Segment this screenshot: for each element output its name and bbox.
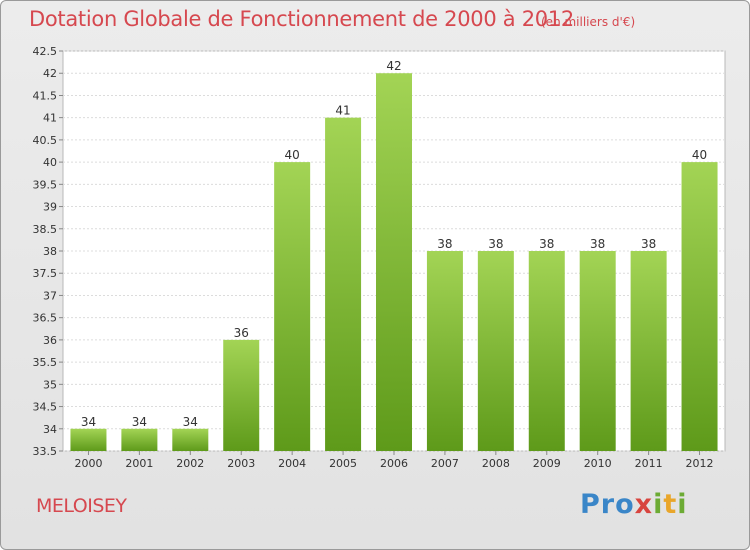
bar <box>528 251 565 451</box>
y-tick-label: 35 <box>43 378 57 391</box>
x-tick-label: 2010 <box>584 457 612 470</box>
bar-value-label: 34 <box>183 415 198 429</box>
commune-name: MELOISEY <box>36 495 127 517</box>
logo-part: x <box>634 489 654 520</box>
y-tick-label: 41.5 <box>33 89 58 102</box>
logo-part: t <box>663 489 678 520</box>
bar <box>376 73 412 451</box>
bar <box>325 117 362 452</box>
x-tick-label: 2012 <box>686 457 714 470</box>
proxiti-logo: Proxiti <box>580 489 688 520</box>
bar <box>172 428 209 451</box>
bar-value-label: 38 <box>488 237 503 251</box>
bar <box>477 251 514 451</box>
bars: 34 34 34 36 40 41 42 38 38 38 38 38 40 <box>70 59 718 452</box>
y-tick-label: 36.5 <box>33 312 58 325</box>
bar-value-label: 40 <box>692 148 707 162</box>
bar <box>579 251 616 451</box>
y-tick-label: 42.5 <box>33 45 58 58</box>
bar-value-label: 38 <box>539 237 554 251</box>
chart-subtitle: (en milliers d'€) <box>541 15 636 29</box>
bar <box>426 251 463 451</box>
y-tick-label: 37 <box>43 289 57 302</box>
x-tick-label: 2009 <box>533 457 561 470</box>
bar-value-label: 38 <box>590 237 605 251</box>
y-tick-label: 39.5 <box>33 178 58 191</box>
logo-part: i <box>653 489 664 520</box>
bar-value-label: 40 <box>285 148 300 162</box>
y-tick-label: 41 <box>43 112 57 125</box>
x-tick-label: 2011 <box>635 457 663 470</box>
bar-value-label: 38 <box>641 237 656 251</box>
x-tick-label: 2000 <box>74 457 102 470</box>
bar-value-label: 41 <box>335 104 350 118</box>
y-axis-ticks: 33.5 34 34.5 35 35.5 36 36.5 37 37.5 38 38.5 39 39.5… <box>33 45 63 458</box>
y-tick-label: 34 <box>43 423 57 436</box>
y-tick-label: 37.5 <box>33 267 58 280</box>
y-tick-label: 40 <box>43 156 57 169</box>
y-tick-label: 40.5 <box>33 134 58 147</box>
bar <box>681 162 718 451</box>
bar <box>274 162 311 451</box>
x-tick-label: 2007 <box>431 457 459 470</box>
y-tick-label: 35.5 <box>33 356 58 369</box>
logo-part: Pro <box>580 489 635 520</box>
bar-value-label: 34 <box>132 415 147 429</box>
bar-value-label: 36 <box>234 326 249 340</box>
bar <box>70 428 107 451</box>
x-tick-label: 2003 <box>227 457 255 470</box>
y-tick-label: 33.5 <box>33 445 58 458</box>
y-tick-label: 34.5 <box>33 401 58 414</box>
y-tick-label: 39 <box>43 201 57 214</box>
logo-part: i <box>677 489 688 520</box>
x-tick-label: 2008 <box>482 457 510 470</box>
chart-title: Dotation Globale de Fonctionnement de 20… <box>29 7 574 31</box>
bar-value-label: 42 <box>386 59 401 73</box>
y-tick-label: 36 <box>43 334 57 347</box>
bar <box>121 428 158 451</box>
bar-value-label: 38 <box>437 237 452 251</box>
x-axis-ticks: 2000 2001 2002 2003 2004 2005 2006 2007 2008 2009… <box>74 451 714 470</box>
bar <box>223 339 260 451</box>
y-tick-label: 42 <box>43 67 57 80</box>
x-tick-label: 2002 <box>176 457 204 470</box>
x-tick-label: 2004 <box>278 457 306 470</box>
bar <box>630 251 667 451</box>
bar-value-label: 34 <box>81 415 96 429</box>
y-tick-label: 38.5 <box>33 223 58 236</box>
x-tick-label: 2001 <box>125 457 153 470</box>
x-tick-label: 2006 <box>380 457 408 470</box>
y-tick-label: 38 <box>43 245 57 258</box>
x-tick-label: 2005 <box>329 457 357 470</box>
